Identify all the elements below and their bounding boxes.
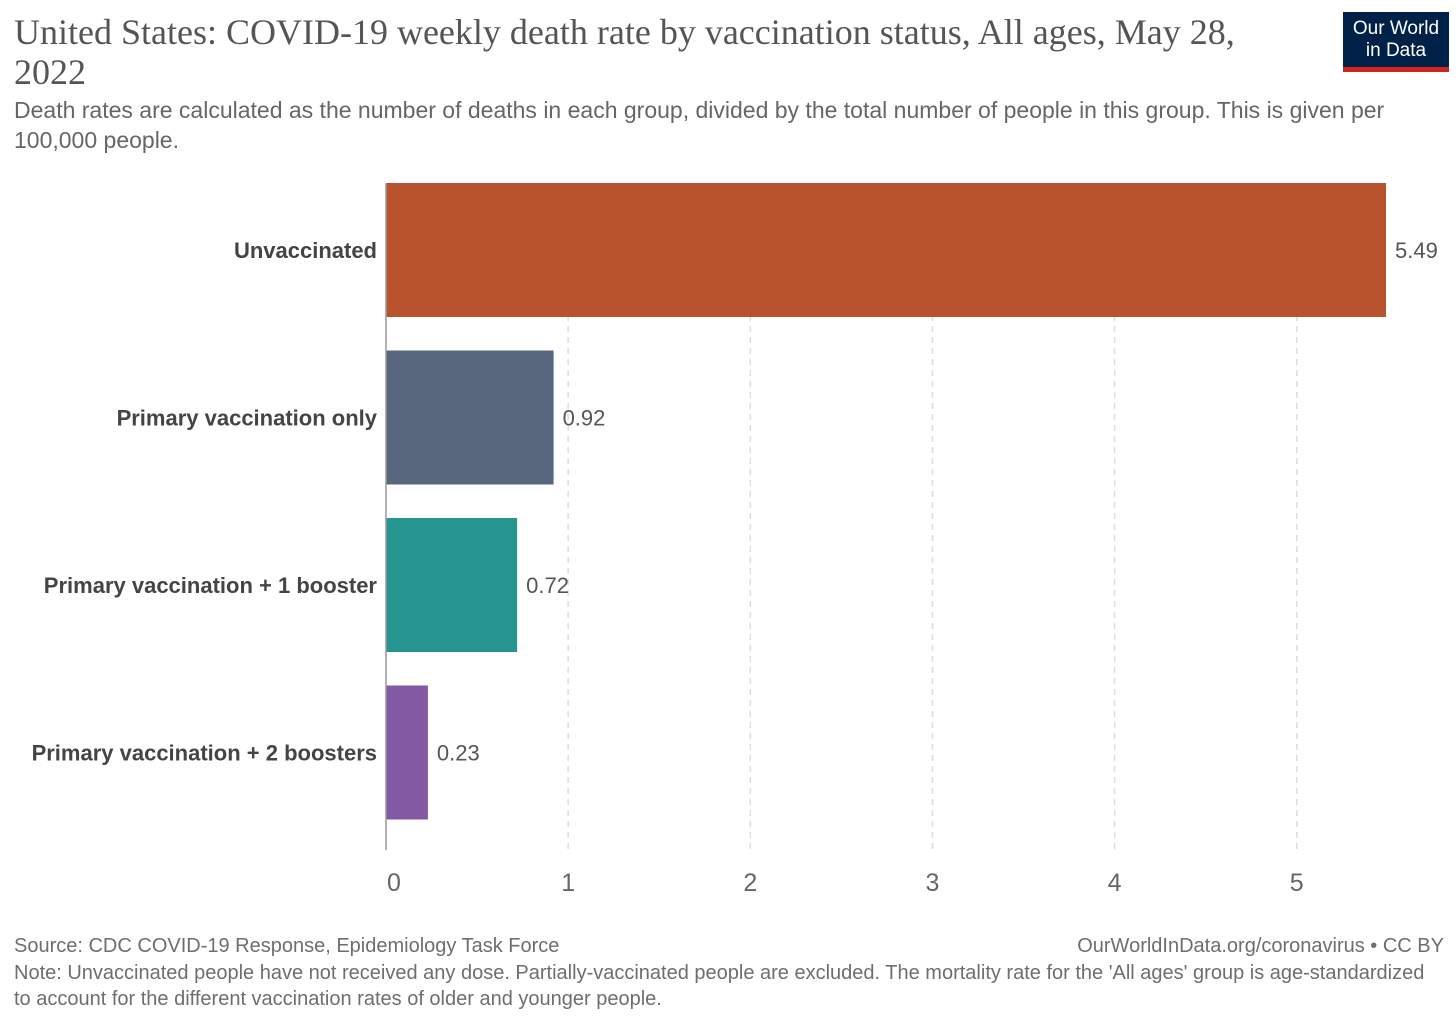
- owid-logo[interactable]: Our World in Data: [1343, 12, 1449, 72]
- chart-title: United States: COVID-19 weekly death rat…: [14, 12, 1235, 92]
- bar: [386, 183, 1386, 317]
- logo-line-2: in Data: [1365, 40, 1427, 61]
- bar: [386, 518, 518, 652]
- x-tick-label: 2: [743, 869, 757, 897]
- note-text: Note: Unvaccinated people have not recei…: [14, 962, 1425, 1010]
- value-label: 0.23: [437, 741, 480, 766]
- category-label: Primary vaccination only: [117, 406, 378, 431]
- value-label: 0.92: [563, 406, 606, 431]
- category-label: Primary vaccination + 1 booster: [44, 573, 378, 598]
- logo-line-1: Our World: [1352, 18, 1440, 39]
- x-tick-label: 0: [387, 869, 401, 897]
- bar: [386, 685, 428, 820]
- x-tick-label: 3: [925, 869, 939, 897]
- bar: [386, 350, 554, 485]
- category-label: Primary vaccination + 2 boosters: [32, 741, 377, 766]
- value-label: 5.49: [1395, 238, 1438, 263]
- credit-link[interactable]: OurWorldInData.org/coronavirus • CC BY: [1077, 935, 1444, 957]
- source-text: Source: CDC COVID-19 Response, Epidemiol…: [14, 935, 560, 957]
- x-tick-label: 4: [1108, 869, 1122, 897]
- category-label: Unvaccinated: [234, 238, 377, 263]
- chart-subtitle: Death rates are calculated as the number…: [14, 97, 1385, 153]
- x-tick-label: 1: [561, 869, 575, 897]
- value-label: 0.72: [526, 573, 569, 598]
- x-tick-label: 5: [1290, 869, 1304, 897]
